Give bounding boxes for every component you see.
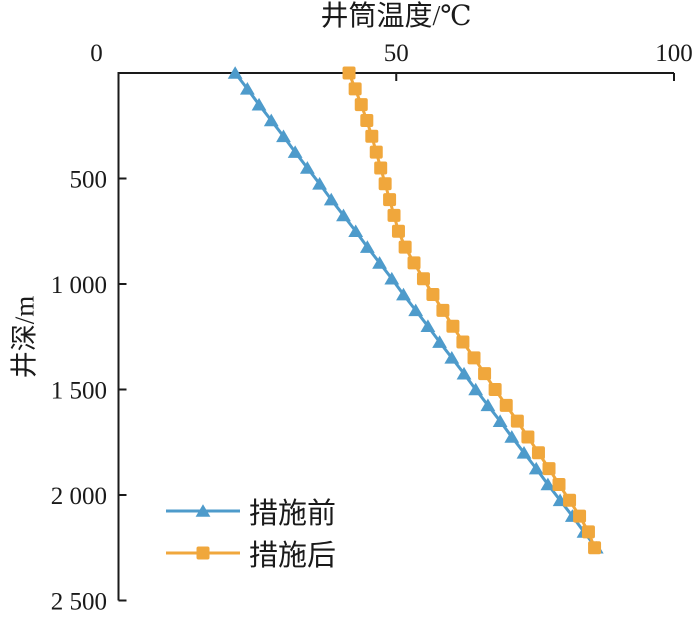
series-1-marker bbox=[573, 509, 587, 523]
series-1-marker bbox=[581, 525, 595, 539]
series-1-marker bbox=[369, 145, 383, 159]
series-0-marker bbox=[251, 97, 267, 111]
series-1-marker bbox=[365, 129, 379, 143]
series-0-marker bbox=[528, 461, 544, 475]
legend-item-before: 措施前 bbox=[164, 490, 336, 532]
series-0-marker bbox=[239, 82, 255, 95]
series-1-marker bbox=[360, 113, 374, 127]
series-1-marker bbox=[499, 398, 513, 412]
series-0-marker bbox=[348, 224, 364, 238]
series-0-marker bbox=[480, 398, 496, 412]
series-0-marker bbox=[396, 287, 411, 301]
legend: 措施前 措施后 bbox=[164, 490, 336, 574]
series-1-marker bbox=[521, 430, 535, 444]
series-1-marker bbox=[387, 208, 401, 222]
y-tick-label: 1 000 bbox=[51, 272, 107, 299]
series-1-marker bbox=[542, 462, 556, 476]
y-tick-label: 2 500 bbox=[51, 589, 107, 616]
series-1-marker bbox=[563, 493, 577, 507]
x-tick-label: 0 bbox=[90, 40, 103, 67]
series-0-marker bbox=[227, 66, 243, 79]
series-1-marker bbox=[436, 303, 450, 317]
series-1-marker bbox=[391, 224, 405, 238]
x-tick-label: 100 bbox=[655, 40, 693, 67]
y-tick-label: 2 000 bbox=[51, 483, 107, 510]
series-1-marker bbox=[446, 319, 460, 333]
series-1-marker bbox=[416, 272, 430, 286]
series-0-marker bbox=[504, 430, 520, 443]
series-1-marker bbox=[342, 66, 356, 80]
series-1-marker bbox=[478, 367, 492, 381]
series-1-marker bbox=[531, 446, 545, 460]
series-0-marker bbox=[492, 414, 508, 427]
series-0-marker bbox=[372, 256, 387, 269]
series-0-marker bbox=[456, 366, 472, 380]
x-axis-title: 井筒温度/℃ bbox=[320, 1, 472, 32]
series-1-marker bbox=[354, 98, 368, 112]
series-1-marker bbox=[510, 414, 524, 428]
series-0-marker bbox=[287, 145, 303, 158]
legend-marker bbox=[195, 504, 211, 517]
legend-label-after: 措施后 bbox=[249, 540, 337, 572]
legend-marker bbox=[196, 546, 210, 560]
series-0-marker bbox=[516, 446, 532, 459]
series-1-marker bbox=[552, 477, 566, 491]
series-0-marker bbox=[276, 129, 291, 143]
series-0-marker bbox=[312, 176, 327, 190]
series-0-marker bbox=[444, 351, 460, 364]
series-0-marker bbox=[540, 477, 556, 491]
series-1-marker bbox=[383, 193, 397, 207]
series-1-marker bbox=[456, 335, 470, 349]
series-1-marker bbox=[426, 288, 440, 302]
series-1-marker bbox=[378, 177, 392, 191]
series-0-marker bbox=[468, 382, 484, 396]
series-0-marker bbox=[323, 192, 339, 206]
x-tick-label: 50 bbox=[384, 40, 409, 67]
series-1-marker bbox=[488, 383, 502, 396]
legend-label-before: 措施前 bbox=[249, 498, 337, 530]
axis-frame bbox=[117, 72, 674, 601]
series-0-marker bbox=[384, 271, 400, 285]
series-0-marker bbox=[432, 335, 447, 348]
series-1-marker bbox=[374, 161, 388, 175]
y-tick-label: 1 500 bbox=[51, 378, 107, 405]
series-0-marker bbox=[408, 303, 424, 317]
series-0-marker bbox=[359, 240, 375, 253]
series-line-1 bbox=[347, 72, 596, 549]
series-1-marker bbox=[348, 82, 362, 96]
square-marker-icon bbox=[166, 546, 240, 560]
series-1-marker bbox=[467, 351, 481, 365]
series-0-marker bbox=[263, 113, 279, 127]
triangle-marker-icon bbox=[166, 504, 240, 517]
series-1-marker bbox=[407, 256, 421, 270]
series-1-marker bbox=[588, 541, 602, 555]
series-0-marker bbox=[420, 319, 436, 332]
series-1-marker bbox=[398, 240, 412, 254]
series-0-marker bbox=[299, 161, 315, 174]
series-0-marker bbox=[336, 208, 351, 222]
y-tick-label: 500 bbox=[70, 167, 108, 194]
legend-item-after: 措施后 bbox=[164, 532, 336, 574]
